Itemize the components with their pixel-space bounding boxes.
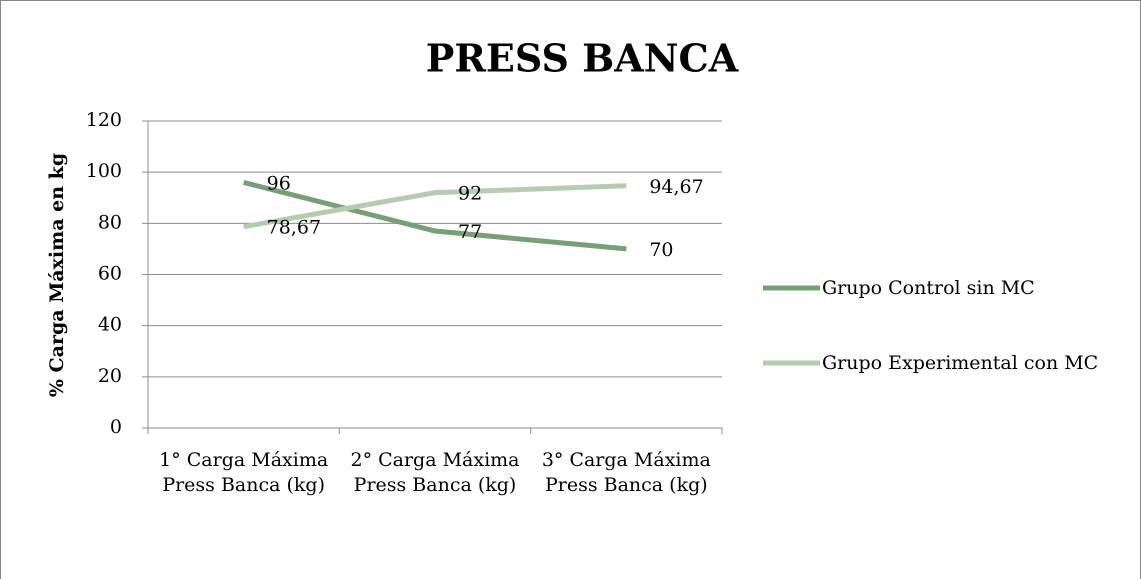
y-axis-label: % Carga Máxima en kg	[46, 153, 68, 397]
series-line	[243, 183, 627, 230]
series-line	[243, 179, 627, 252]
legend-label: Grupo Experimental con MC	[822, 352, 1099, 374]
x-tick-label: 3° Carga Máxima Press Banca (kg)	[541, 449, 711, 496]
y-tick-label: 100	[86, 160, 122, 182]
data-label: 78,67	[267, 217, 321, 239]
y-tick-label: 120	[86, 109, 122, 131]
x-tick-label: 2° Carga Máxima Press Banca (kg)	[350, 449, 520, 496]
data-label: 94,67	[649, 176, 703, 198]
data-label: 92	[458, 183, 482, 205]
data-label: 70	[649, 239, 673, 261]
y-tick-label: 40	[98, 314, 122, 336]
y-tick-label: 80	[98, 211, 122, 233]
x-tick-label: 1° Carga Máxima Press Banca (kg)	[159, 449, 329, 496]
data-label: 77	[458, 221, 482, 243]
y-tick-label: 0	[110, 416, 122, 438]
chart-title: PRESS BANCA	[426, 36, 739, 81]
y-tick-label: 60	[98, 263, 122, 285]
data-label: 96	[267, 172, 291, 194]
legend-label: Grupo Control sin MC	[822, 277, 1035, 299]
y-tick-label: 20	[98, 365, 122, 387]
